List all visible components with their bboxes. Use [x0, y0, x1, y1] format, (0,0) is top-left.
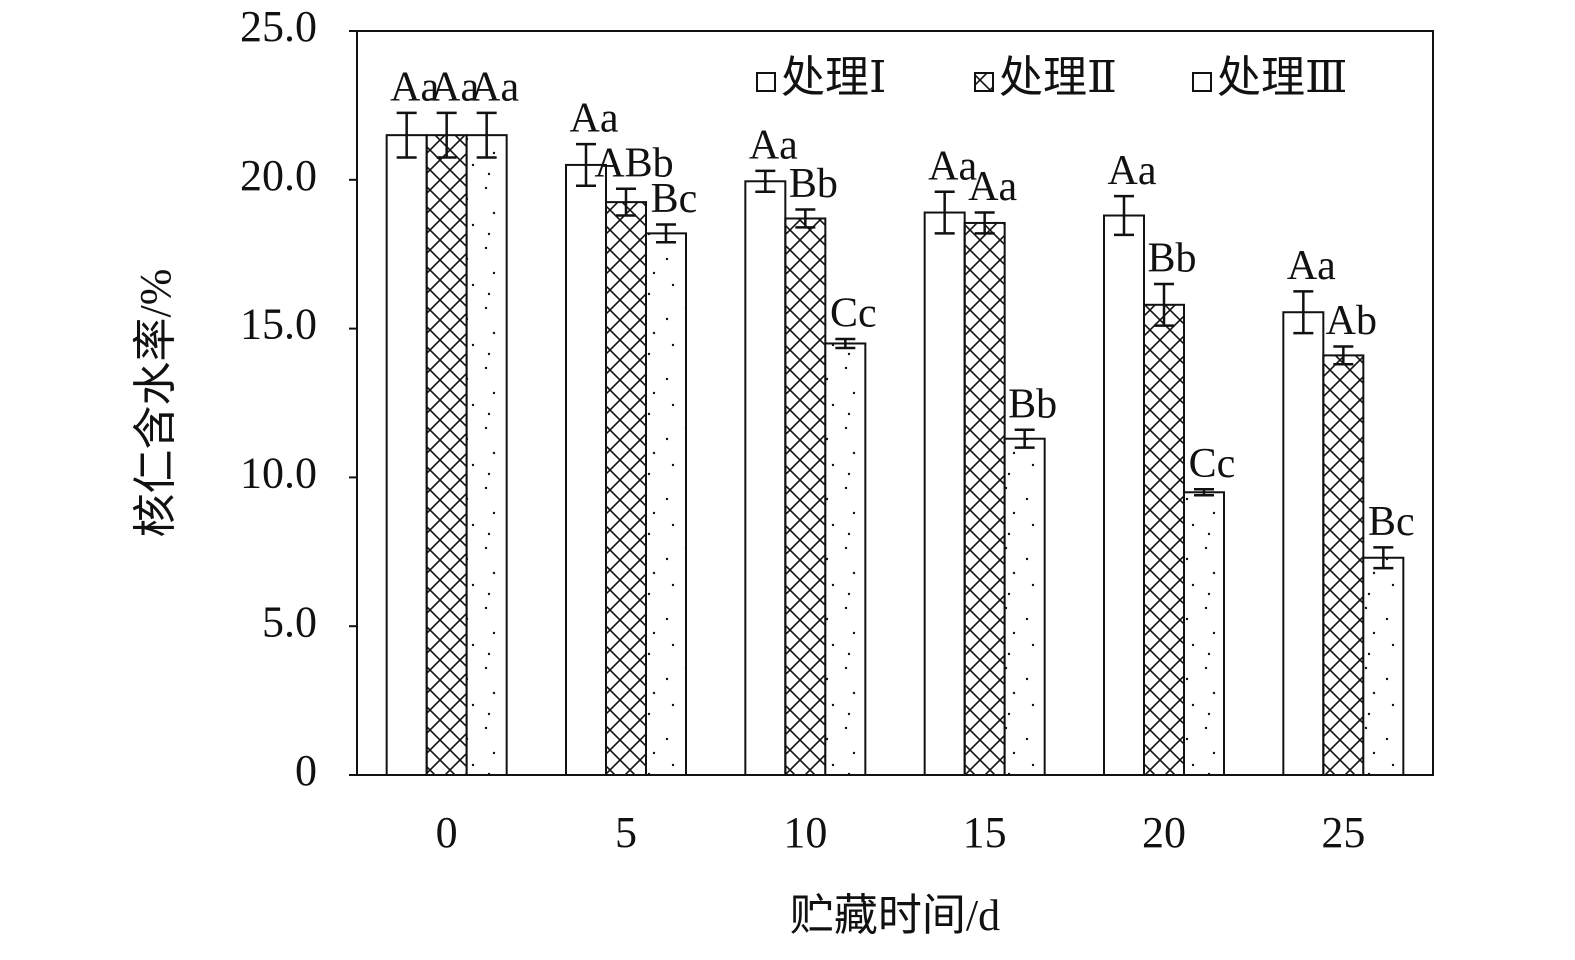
error-bar	[974, 211, 995, 235]
legend-swatch	[1192, 72, 1212, 92]
significance-letter: Bb	[1147, 236, 1196, 282]
bar	[1183, 491, 1225, 776]
y-tick-label: 15.0	[240, 300, 317, 349]
error-bar	[396, 111, 417, 159]
error-bar	[1194, 488, 1214, 497]
bar	[923, 211, 966, 776]
significance-letter: Aa	[1108, 148, 1157, 194]
significance-letter: Aa	[470, 64, 519, 110]
x-tick-label: 25	[1321, 808, 1365, 857]
significance-letter: Aa	[390, 64, 439, 110]
significance-letter: Aa	[430, 64, 479, 110]
y-axis-title: 核仁含水率/%	[131, 269, 180, 538]
error-bar	[755, 169, 776, 193]
error-bar	[795, 208, 816, 229]
bar	[605, 201, 647, 776]
error-bar	[1154, 282, 1174, 327]
significance-letter: Cc	[1189, 441, 1236, 487]
y-tick-label: 25.0	[240, 2, 317, 51]
error-bar	[1333, 345, 1354, 366]
significance-letter: Aa	[1287, 243, 1336, 289]
significance-letter: Bc	[1368, 499, 1415, 545]
error-bar	[934, 190, 955, 235]
error-bar	[1373, 546, 1394, 570]
error-bar	[476, 111, 497, 159]
bar	[824, 342, 867, 776]
y-tick-label: 10.0	[240, 448, 317, 497]
bar	[1282, 311, 1325, 776]
error-bar	[1114, 194, 1134, 237]
x-tick-label: 5	[615, 808, 637, 857]
bar	[1362, 556, 1405, 777]
legend-label: 处理Ⅲ	[1217, 53, 1347, 102]
significance-letter: Aa	[928, 143, 977, 189]
y-tick-label: 5.0	[262, 597, 317, 646]
error-bar	[616, 187, 636, 217]
significance-letter: Aa	[968, 164, 1017, 210]
bar	[1322, 354, 1365, 776]
y-tick-label: 0	[295, 746, 317, 795]
significance-letter: Bb	[789, 161, 838, 207]
significance-letter: Aa	[570, 96, 619, 142]
x-tick-label: 10	[783, 808, 827, 857]
bar	[385, 134, 428, 777]
error-bar	[436, 111, 457, 159]
legend-label: 处理Ⅰ	[781, 53, 886, 102]
significance-letter: ABb	[594, 140, 673, 186]
error-bar	[1293, 290, 1314, 335]
significance-letter: Ab	[1326, 298, 1377, 344]
plot-frame	[356, 30, 1434, 776]
x-tick-label: 15	[963, 808, 1007, 857]
bar	[465, 134, 508, 777]
bar	[1103, 214, 1145, 776]
error-bar	[656, 223, 676, 244]
significance-letter: Aa	[749, 123, 798, 169]
y-tick-label: 20.0	[240, 151, 317, 200]
bar	[645, 232, 687, 777]
bar	[784, 217, 827, 777]
legend-swatch	[756, 72, 776, 92]
bar	[744, 180, 787, 776]
legend-swatch	[974, 72, 994, 92]
x-axis-title: 贮藏时间/d	[790, 891, 1000, 940]
bar	[1003, 437, 1046, 776]
bar	[565, 163, 607, 777]
bar	[1143, 303, 1185, 776]
x-tick-label: 20	[1142, 808, 1186, 857]
x-tick-label: 0	[436, 808, 458, 857]
error-bar	[1014, 428, 1035, 449]
error-bar	[835, 337, 856, 350]
legend-label: 处理Ⅱ	[999, 53, 1117, 102]
error-bar	[576, 142, 596, 188]
significance-letter: Bb	[1008, 381, 1057, 427]
bar	[425, 134, 468, 777]
significance-letter: Cc	[830, 291, 877, 337]
significance-letter: Bc	[651, 176, 698, 222]
bar	[963, 221, 1006, 776]
